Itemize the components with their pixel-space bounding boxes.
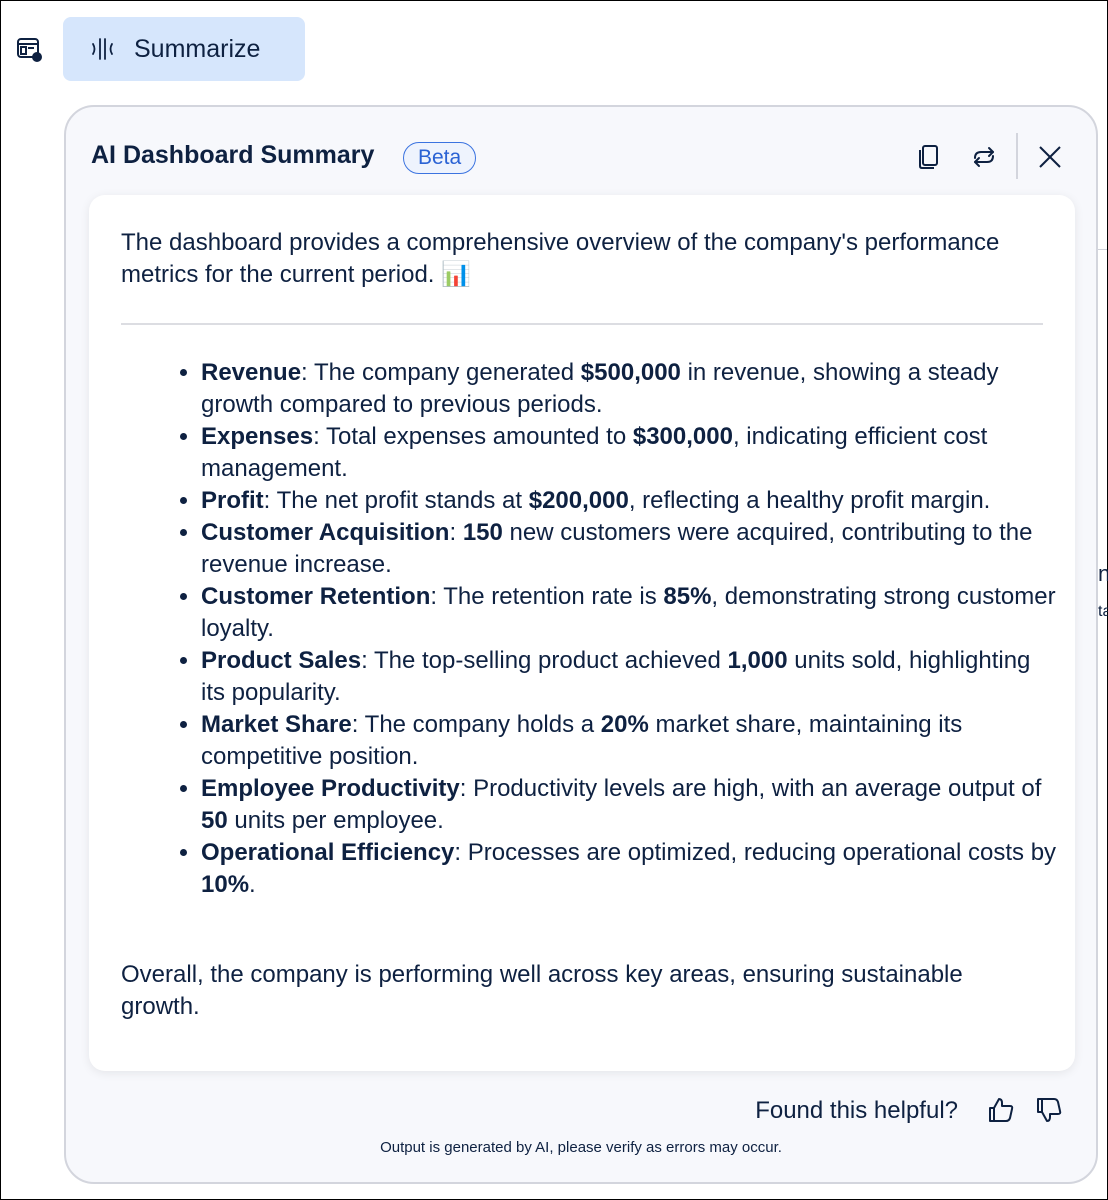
background-divider (1095, 249, 1107, 250)
metric-value: $300,000 (632, 423, 733, 450)
metric-label: Expenses (201, 423, 314, 450)
metric-item: Revenue: The company generated $500,000 … (201, 357, 1061, 421)
background-text-fragment: n (1098, 561, 1108, 586)
regenerate-icon[interactable] (970, 143, 998, 171)
metric-post: , indicating efficient cost management. (201, 423, 988, 482)
metric-post: units sold, highlighting its popularity. (201, 647, 1031, 706)
metric-post: units per employee. (227, 807, 444, 834)
beta-badge: Beta (403, 142, 477, 174)
metric-item: Profit: The net profit stands at $200,00… (201, 485, 1061, 517)
copy-icon[interactable] (915, 143, 943, 171)
metric-pre: : Processes are optimized, reducing oper… (454, 839, 1057, 866)
metric-pre: : Total expenses amounted to (313, 423, 633, 450)
thumbs-down-icon[interactable] (1034, 1095, 1064, 1125)
metric-label: Employee Productivity (201, 775, 460, 802)
metric-post: in revenue, showing a steady growth comp… (201, 359, 999, 418)
metric-value: 150 (462, 519, 503, 546)
metric-pre: : (449, 519, 463, 546)
metric-item: Customer Retention: The retention rate i… (201, 581, 1061, 645)
summarize-button[interactable]: Summarize (63, 17, 305, 81)
metric-label: Operational Efficiency (201, 839, 455, 866)
metric-pre: : The company generated (301, 359, 581, 386)
metric-label: Market Share (201, 711, 352, 738)
metric-item: Product Sales: The top-selling product a… (201, 645, 1061, 709)
metric-post: , reflecting a healthy profit margin. (628, 487, 991, 514)
metric-item: Employee Productivity: Productivity leve… (201, 773, 1061, 837)
metric-item: Market Share: The company holds a 20% ma… (201, 709, 1061, 773)
metric-label: Customer Acquisition (201, 519, 450, 546)
close-icon[interactable] (1036, 143, 1064, 171)
metric-pre: : The retention rate is (430, 583, 664, 610)
header-divider (1016, 133, 1018, 179)
summarize-label: Summarize (134, 34, 261, 63)
summary-outro: Overall, the company is performing well … (121, 961, 963, 1020)
metric-post: market share, maintaining its competitiv… (201, 711, 963, 770)
metric-value: 50 (201, 807, 228, 834)
ai-summary-panel: AI Dashboard Summary Beta The dashboard … (64, 105, 1098, 1184)
metric-label: Customer Retention (201, 583, 431, 610)
metric-post: , demonstrating strong customer loyalty. (201, 583, 1056, 642)
metric-value: $200,000 (528, 487, 629, 514)
feedback-prompt: Found this helpful? (755, 1097, 958, 1124)
metric-label: Profit (201, 487, 264, 514)
thumbs-up-icon[interactable] (986, 1095, 1016, 1125)
ai-disclaimer: Output is generated by AI, please verify… (380, 1139, 782, 1156)
metric-value: 20% (600, 711, 649, 738)
summary-divider (121, 323, 1043, 325)
metric-item: Expenses: Total expenses amounted to $30… (201, 421, 1061, 485)
background-text-fragment: ta (1098, 603, 1108, 620)
metric-item: Customer Acquisition: 150 new customers … (201, 517, 1061, 581)
metric-item: Operational Efficiency: Processes are op… (201, 837, 1061, 901)
metric-post: . (249, 871, 256, 898)
metric-pre: : Productivity levels are high, with an … (459, 775, 1042, 802)
ai-waves-icon (92, 38, 113, 60)
metric-pre: : The net profit stands at (263, 487, 529, 514)
summary-card: The dashboard provides a comprehensive o… (89, 195, 1075, 1071)
metrics-list: Revenue: The company generated $500,000 … (161, 357, 1061, 901)
metric-pre: : The top-selling product achieved (361, 647, 728, 674)
dashboard-settings-icon[interactable] (16, 36, 44, 64)
metric-pre: : The company holds a (351, 711, 601, 738)
metric-label: Product Sales (201, 647, 362, 674)
metric-value: $500,000 (580, 359, 681, 386)
metric-label: Revenue (201, 359, 302, 386)
metric-value: 85% (663, 583, 712, 610)
summary-intro: The dashboard provides a comprehensive o… (121, 229, 1000, 288)
metric-value: 1,000 (727, 647, 788, 674)
metric-post: new customers were acquired, contributin… (201, 519, 1033, 578)
metric-value: 10% (201, 871, 250, 898)
panel-title: AI Dashboard Summary (91, 141, 375, 169)
